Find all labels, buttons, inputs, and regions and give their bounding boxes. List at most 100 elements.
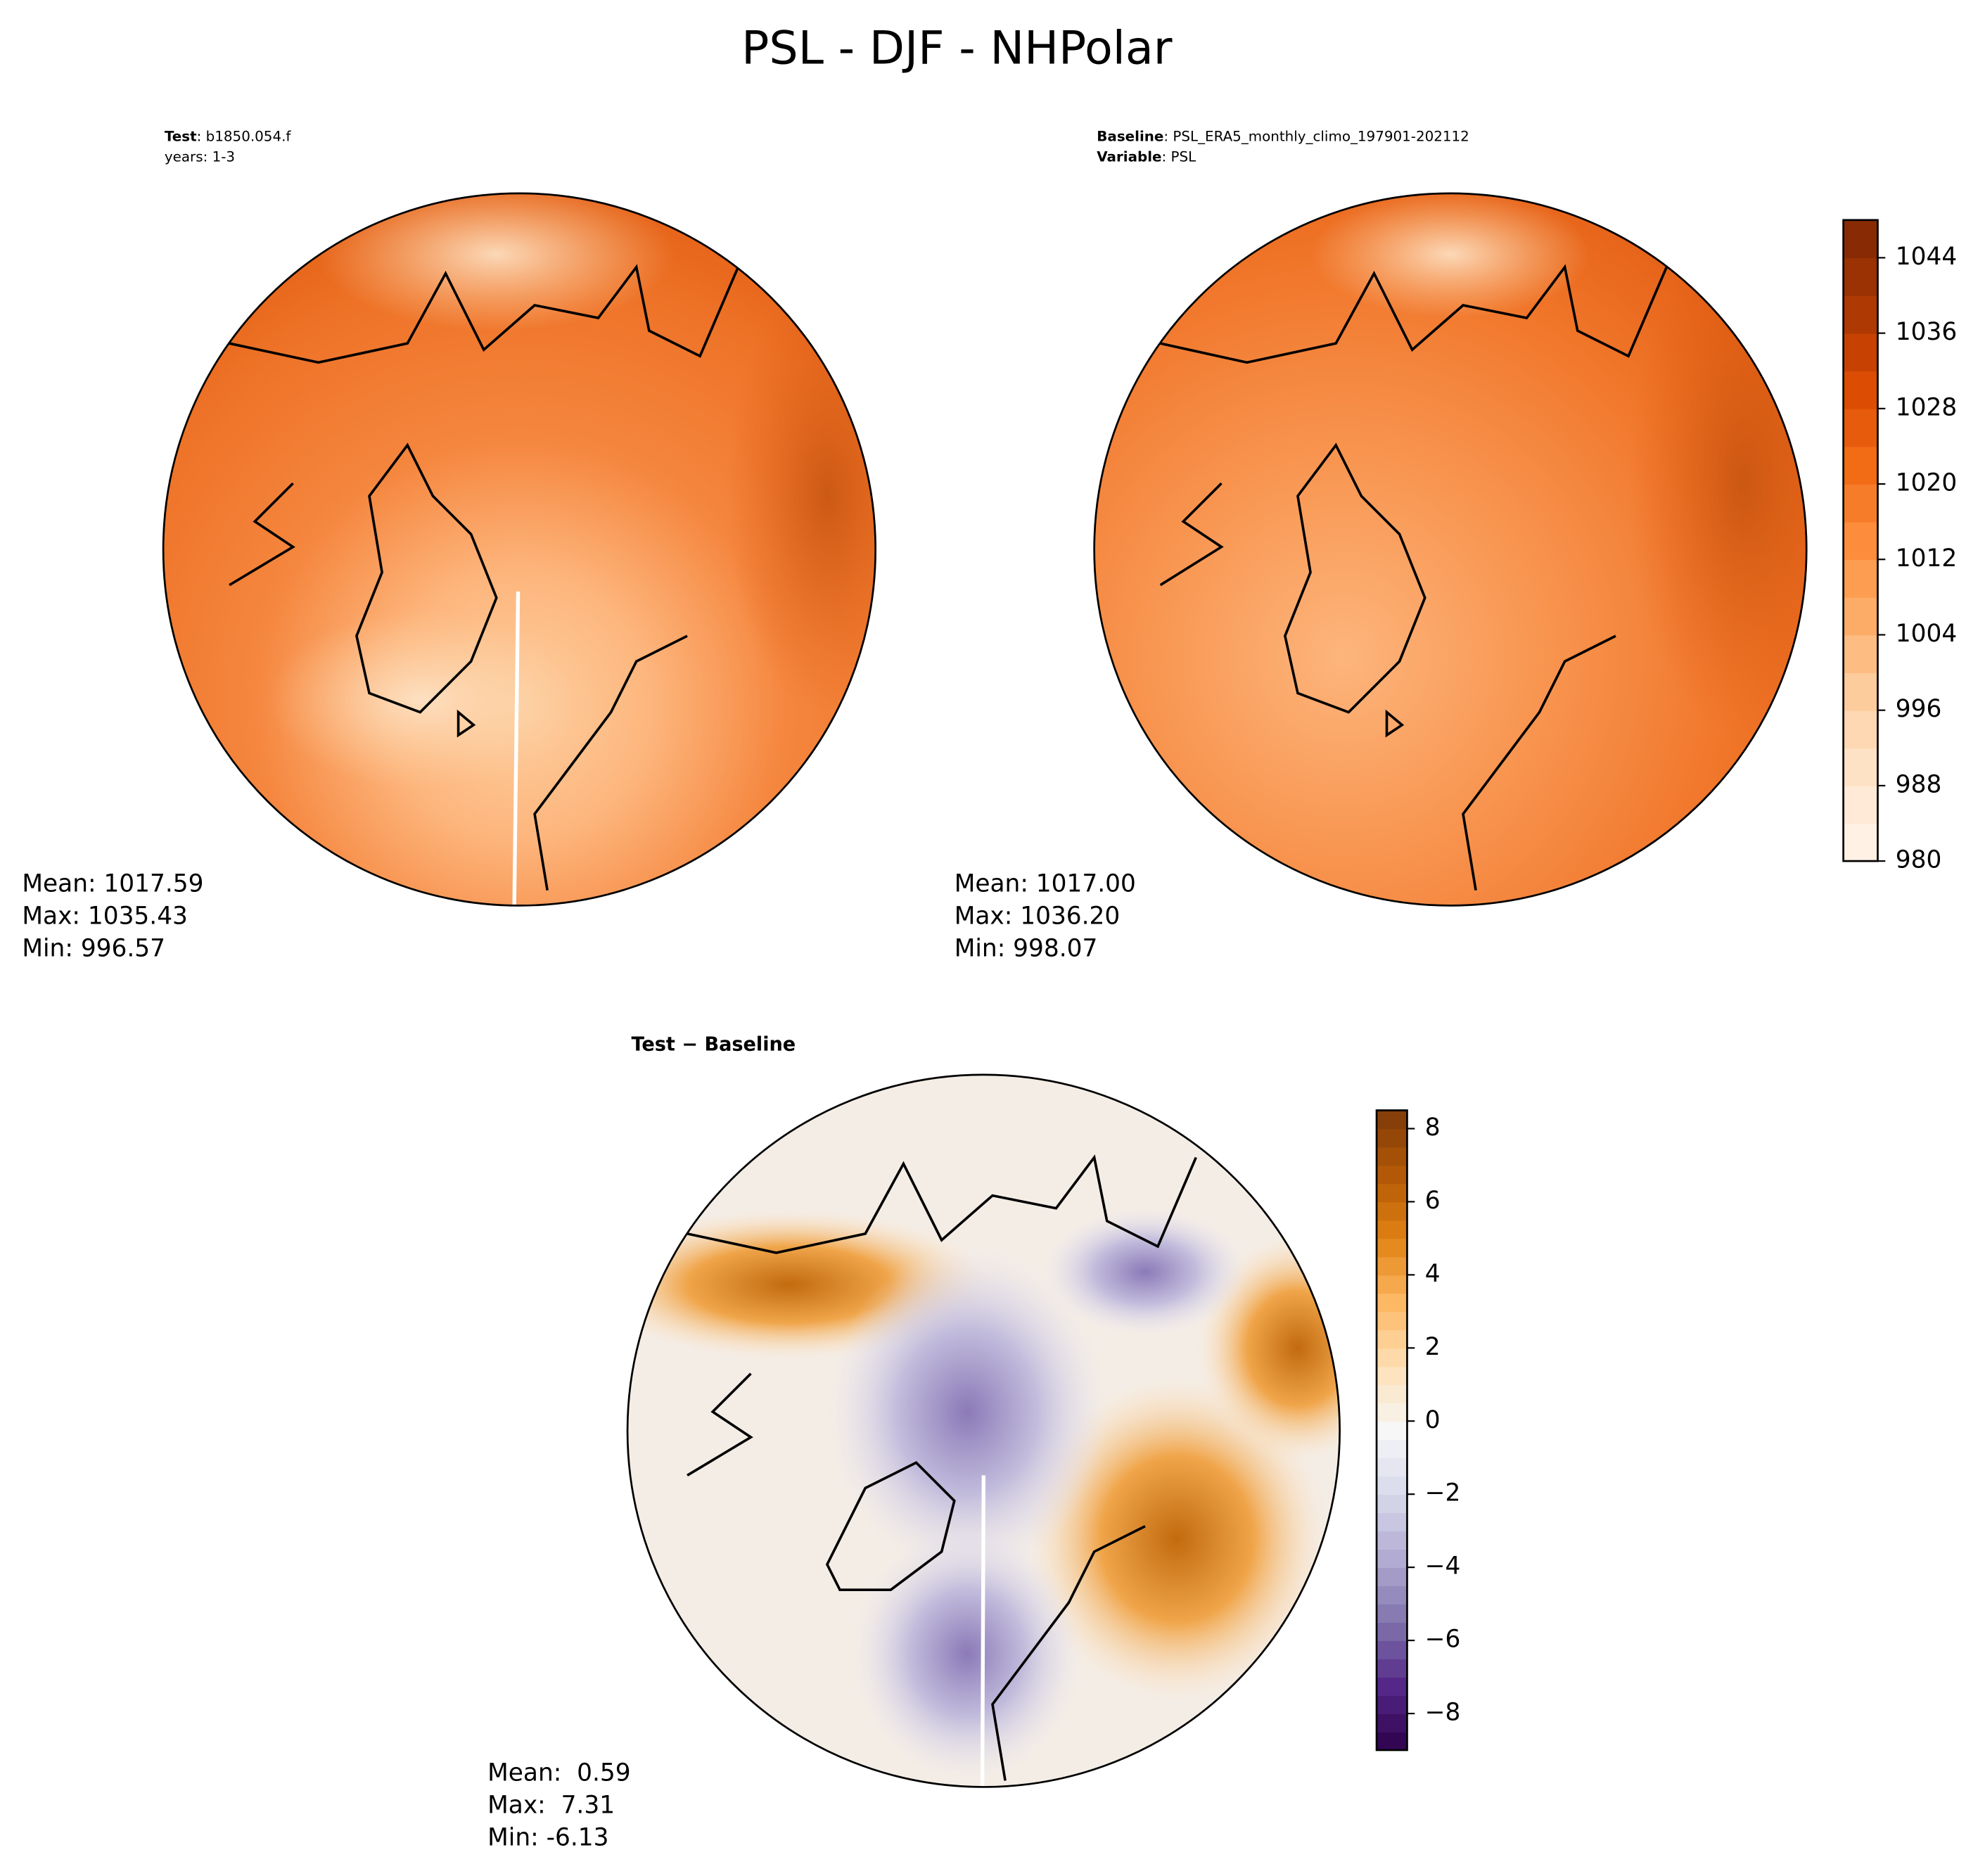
map-baseline <box>1094 193 1807 906</box>
colorbar-tick-label: −6 <box>1425 1626 1461 1654</box>
colorbar-tick-label: 996 <box>1896 695 1942 723</box>
figure-title: PSL - DJF - NHPolar <box>741 22 1173 75</box>
stat-label: Min: 998.07 <box>955 935 1098 963</box>
colorbar-band <box>1377 1256 1408 1276</box>
colorbar-band <box>1377 1567 1408 1587</box>
colorbar-band <box>1377 1403 1408 1422</box>
colorbar-frame <box>1375 1109 1408 1751</box>
colorbar-tick-label: 1036 <box>1896 318 1957 346</box>
colorbar-band <box>1377 1585 1408 1605</box>
colorbar-band <box>1843 371 1878 409</box>
map-border <box>1093 192 1808 907</box>
colorbar-band <box>1377 1494 1408 1514</box>
stat-label: Mean: 0.59 <box>487 1759 630 1787</box>
colorbar-band <box>1843 408 1878 447</box>
colorbar-tick-label: 1020 <box>1896 469 1957 497</box>
colorbar-tick-label: 2 <box>1425 1333 1441 1361</box>
colorbar-band <box>1843 333 1878 372</box>
colorbar-band <box>1377 1311 1408 1331</box>
map-difference <box>627 1074 1340 1787</box>
colorbar-band <box>1377 1201 1408 1221</box>
map-border <box>162 192 877 907</box>
colorbar-band <box>1843 521 1878 561</box>
colorbar-tick-label: 1044 <box>1896 243 1957 271</box>
colorbar-tick-label: 6 <box>1425 1187 1441 1215</box>
panel-header: Test: b1850.054.f <box>165 129 292 145</box>
colorbar-band <box>1377 1421 1408 1441</box>
colorbar-band <box>1843 219 1878 259</box>
colorbar-band <box>1377 1604 1408 1623</box>
colorbar-band <box>1377 1695 1408 1714</box>
colorbar-band <box>1843 295 1878 334</box>
colorbar-band <box>1377 1476 1408 1495</box>
colorbar-band <box>1377 1659 1408 1678</box>
colorbar-band <box>1843 748 1878 786</box>
stat-label: Max: 1035.43 <box>22 902 188 931</box>
colorbar-band <box>1377 1677 1408 1696</box>
colorbar-band <box>1377 1366 1408 1386</box>
colorbar-band <box>1377 1348 1408 1367</box>
colorbar-frame <box>1842 219 1879 862</box>
panel-header: years: 1-3 <box>165 149 235 165</box>
header-text: : b1850.054.f <box>197 129 292 145</box>
header-text: : PSL_ERA5_monthly_climo_197901-202112 <box>1163 129 1469 145</box>
stat-label: Max: 1036.20 <box>955 902 1121 931</box>
colorbar-tick-label: −2 <box>1425 1479 1461 1507</box>
colorbar-band <box>1377 1384 1408 1404</box>
panel-header: Variable: PSL <box>1097 149 1196 165</box>
colorbar-band <box>1377 1329 1408 1349</box>
colorbar-tick-label: 988 <box>1896 770 1942 798</box>
header-key: Baseline <box>1097 129 1163 145</box>
colorbar-band <box>1843 710 1878 749</box>
colorbar-band <box>1377 1293 1408 1313</box>
colorbar-tick-label: 8 <box>1425 1114 1441 1142</box>
colorbar-band <box>1377 1220 1408 1239</box>
stat-label: Mean: 1017.59 <box>22 870 203 898</box>
colorbar-band <box>1843 785 1878 824</box>
colorbar-band <box>1377 1714 1408 1733</box>
colorbar-band <box>1377 1128 1408 1148</box>
stat-label: Max: 7.31 <box>487 1791 615 1819</box>
colorbar-band <box>1377 1275 1408 1294</box>
colorbar-band <box>1843 823 1878 862</box>
panel-header: Baseline: PSL_ERA5_monthly_climo_197901-… <box>1097 129 1469 145</box>
header-text: : PSL <box>1162 149 1196 165</box>
colorbar-band <box>1377 1549 1408 1569</box>
map-test <box>163 193 876 906</box>
colorbar-band <box>1843 446 1878 485</box>
colorbar-tick-label: 1012 <box>1896 544 1957 573</box>
colorbar-band <box>1377 1110 1408 1130</box>
colorbar-band <box>1843 596 1878 636</box>
stat-label: Min: -6.13 <box>487 1824 608 1852</box>
colorbar-band <box>1377 1640 1408 1659</box>
colorbar-band <box>1377 1238 1408 1258</box>
colorbar-band <box>1377 1732 1408 1751</box>
colorbar-tick-label: −4 <box>1425 1552 1461 1581</box>
stat-label: Min: 996.57 <box>22 935 165 963</box>
colorbar-tick-label: 1004 <box>1896 620 1957 648</box>
colorbar-band <box>1377 1183 1408 1203</box>
colorbar-tick-label: −8 <box>1425 1699 1461 1727</box>
map-border <box>626 1073 1341 1788</box>
colorbar-tick-label: 1028 <box>1896 393 1957 421</box>
header-key: Test − Baseline <box>631 1034 796 1056</box>
stat-label: Mean: 1017.00 <box>955 870 1136 898</box>
colorbar-band <box>1377 1531 1408 1550</box>
colorbar-tick-label: 0 <box>1425 1406 1441 1434</box>
colorbar-band <box>1377 1512 1408 1532</box>
colorbar-band <box>1377 1165 1408 1185</box>
header-key: Variable <box>1097 149 1161 165</box>
header-key: Test <box>165 129 197 145</box>
colorbar-band <box>1377 1457 1408 1477</box>
colorbar-tick-label: 980 <box>1896 846 1942 874</box>
colorbar-band <box>1843 634 1878 673</box>
colorbar-band <box>1843 484 1878 523</box>
panel-header: Test − Baseline <box>631 1034 796 1056</box>
colorbar-band <box>1377 1622 1408 1641</box>
colorbar-band <box>1377 1439 1408 1459</box>
colorbar-band <box>1377 1147 1408 1166</box>
colorbar-band <box>1843 672 1878 711</box>
colorbar-band <box>1843 257 1878 296</box>
